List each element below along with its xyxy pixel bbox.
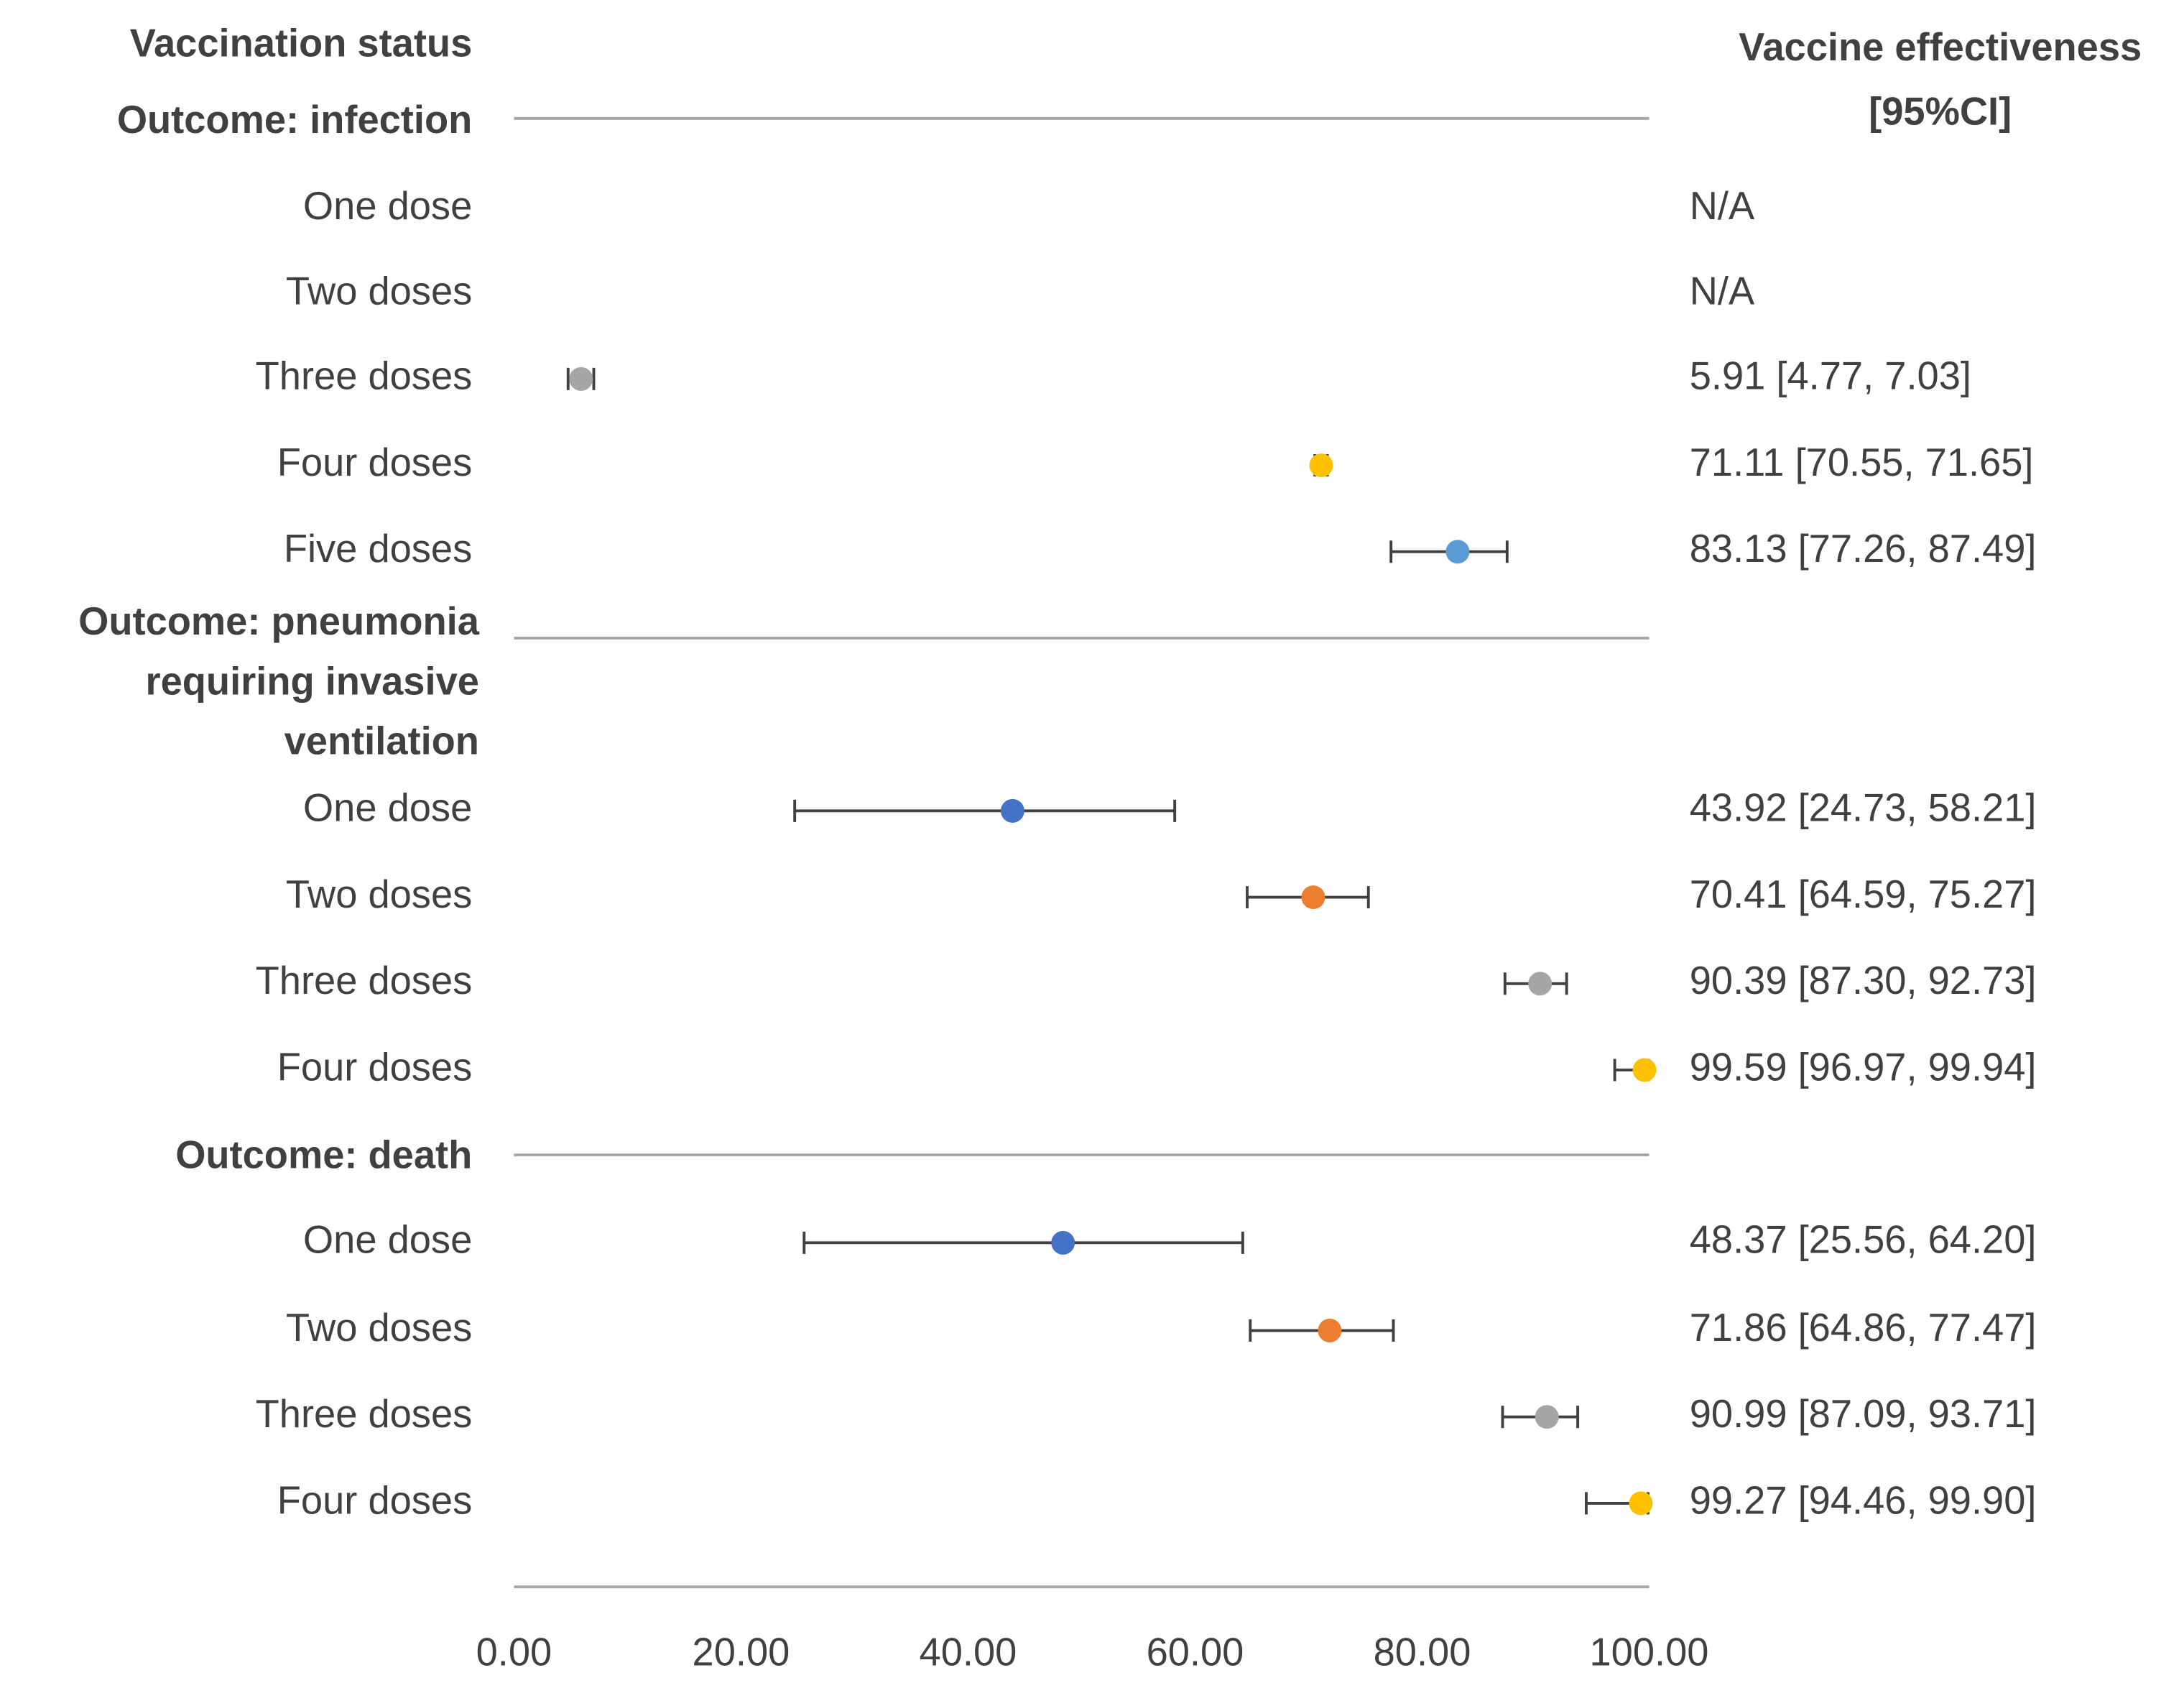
value-label: 48.37 [25.56, 64.20] — [1690, 1218, 2037, 1262]
point — [1528, 972, 1553, 996]
row-label: One dose — [303, 184, 472, 228]
row-label: Five doses — [284, 527, 472, 571]
row-label: Three doses — [256, 354, 473, 398]
value-label: 99.27 [94.46, 99.90] — [1690, 1478, 2037, 1522]
value-label: 43.92 [24.73, 58.21] — [1690, 786, 2037, 830]
point — [1301, 885, 1325, 910]
right-header: [95%CI] — [1869, 89, 2012, 133]
point — [1629, 1491, 1653, 1516]
row-label: Four doses — [277, 1478, 472, 1522]
value-label: 70.41 [64.59, 75.27] — [1690, 872, 2037, 916]
value-label: 99.59 [96.97, 99.94] — [1690, 1045, 2037, 1089]
x-tick-label: 0.00 — [476, 1631, 552, 1674]
row-label: One dose — [303, 786, 472, 830]
point — [1535, 1405, 1559, 1429]
x-tick-label: 40.00 — [920, 1631, 1017, 1674]
row-label: One dose — [303, 1218, 472, 1262]
row-label: Two doses — [286, 872, 472, 916]
point — [1051, 1230, 1075, 1255]
group-title: Outcome: pneumonia — [78, 599, 480, 643]
row-label: Three doses — [256, 959, 473, 1002]
group-title: ventilation — [284, 719, 479, 763]
left-header: Vaccination status — [130, 21, 473, 65]
group-title: Outcome: infection — [117, 98, 472, 142]
value-label: 5.91 [4.77, 7.03] — [1690, 354, 1971, 398]
x-tick-label: 20.00 — [693, 1631, 790, 1674]
value-label: 71.86 [64.86, 77.47] — [1690, 1306, 2037, 1350]
point — [1309, 453, 1333, 478]
x-tick-label: 60.00 — [1147, 1631, 1244, 1674]
value-label: 83.13 [77.26, 87.49] — [1690, 527, 2037, 571]
group-title: Outcome: death — [175, 1133, 472, 1176]
row-label: Three doses — [256, 1392, 473, 1436]
x-tick-label: 100.00 — [1590, 1631, 1709, 1674]
group-title: requiring invasive — [145, 659, 478, 703]
point — [569, 366, 593, 391]
right-header: Vaccine effectiveness — [1739, 25, 2142, 69]
row-label: Four doses — [277, 1045, 472, 1089]
value-label: 90.39 [87.30, 92.73] — [1690, 959, 2037, 1002]
row-label: Four doses — [277, 441, 472, 484]
row-label: Two doses — [286, 269, 472, 313]
value-label: 71.11 [70.55, 71.65] — [1690, 441, 2034, 484]
value-label: 90.99 [87.09, 93.71] — [1690, 1392, 2037, 1436]
point — [1318, 1319, 1342, 1342]
point — [1000, 798, 1024, 823]
point — [1632, 1058, 1657, 1082]
x-tick-label: 80.00 — [1374, 1631, 1471, 1674]
point — [1445, 540, 1470, 564]
row-label: Two doses — [286, 1306, 472, 1350]
value-label: N/A — [1690, 269, 1755, 313]
value-label: N/A — [1690, 184, 1755, 228]
